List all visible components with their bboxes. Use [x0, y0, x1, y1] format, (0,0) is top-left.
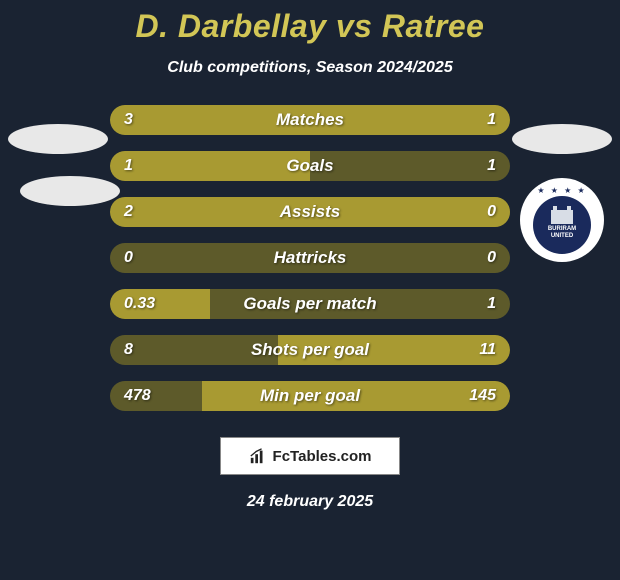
- stat-label: Goals: [110, 156, 510, 176]
- stat-label: Shots per goal: [110, 340, 510, 360]
- stat-value-left: 8: [124, 341, 133, 359]
- stat-value-left: 0.33: [124, 295, 155, 313]
- stat-label: Assists: [110, 202, 510, 222]
- stat-row: Hattricks0 0: [110, 243, 510, 273]
- stat-value-right: 0: [487, 249, 496, 267]
- stat-value-right: 0: [487, 203, 496, 221]
- stat-label: Goals per match: [110, 294, 510, 314]
- stat-row: Goals1 1: [110, 151, 510, 181]
- stat-value-right: 1: [487, 157, 496, 175]
- footer-date: 24 february 2025: [247, 493, 373, 511]
- stat-label: Matches: [110, 110, 510, 130]
- stat-label: Min per goal: [110, 386, 510, 406]
- stat-row: Goals per match0.33 1: [110, 289, 510, 319]
- brand-logo[interactable]: FcTables.com: [220, 437, 400, 475]
- stat-value-left: 478: [124, 387, 151, 405]
- brand-text: FcTables.com: [273, 448, 372, 465]
- stat-value-left: 2: [124, 203, 133, 221]
- brand-prefix: Fc: [273, 448, 291, 465]
- stat-row: Shots per goal8 11: [110, 335, 510, 365]
- stat-value-left: 0: [124, 249, 133, 267]
- stat-value-left: 3: [124, 111, 133, 129]
- page-title: D. Darbellay vs Ratree: [136, 8, 485, 45]
- stat-value-left: 1: [124, 157, 133, 175]
- chart-icon: [249, 447, 267, 465]
- stat-row: Assists2 0: [110, 197, 510, 227]
- stat-value-right: 1: [487, 111, 496, 129]
- page-subtitle: Club competitions, Season 2024/2025: [167, 59, 452, 77]
- stat-value-right: 145: [469, 387, 496, 405]
- stat-row: Min per goal478 145: [110, 381, 510, 411]
- stats-list: Matches31Goals11Assists20Hattricks00Goal…: [0, 105, 620, 411]
- stat-label: Hattricks: [110, 248, 510, 268]
- stat-row: Matches3 1: [110, 105, 510, 135]
- brand-suffix: Tables.com: [290, 448, 371, 465]
- stat-value-right: 11: [479, 341, 496, 359]
- stat-value-right: 1: [487, 295, 496, 313]
